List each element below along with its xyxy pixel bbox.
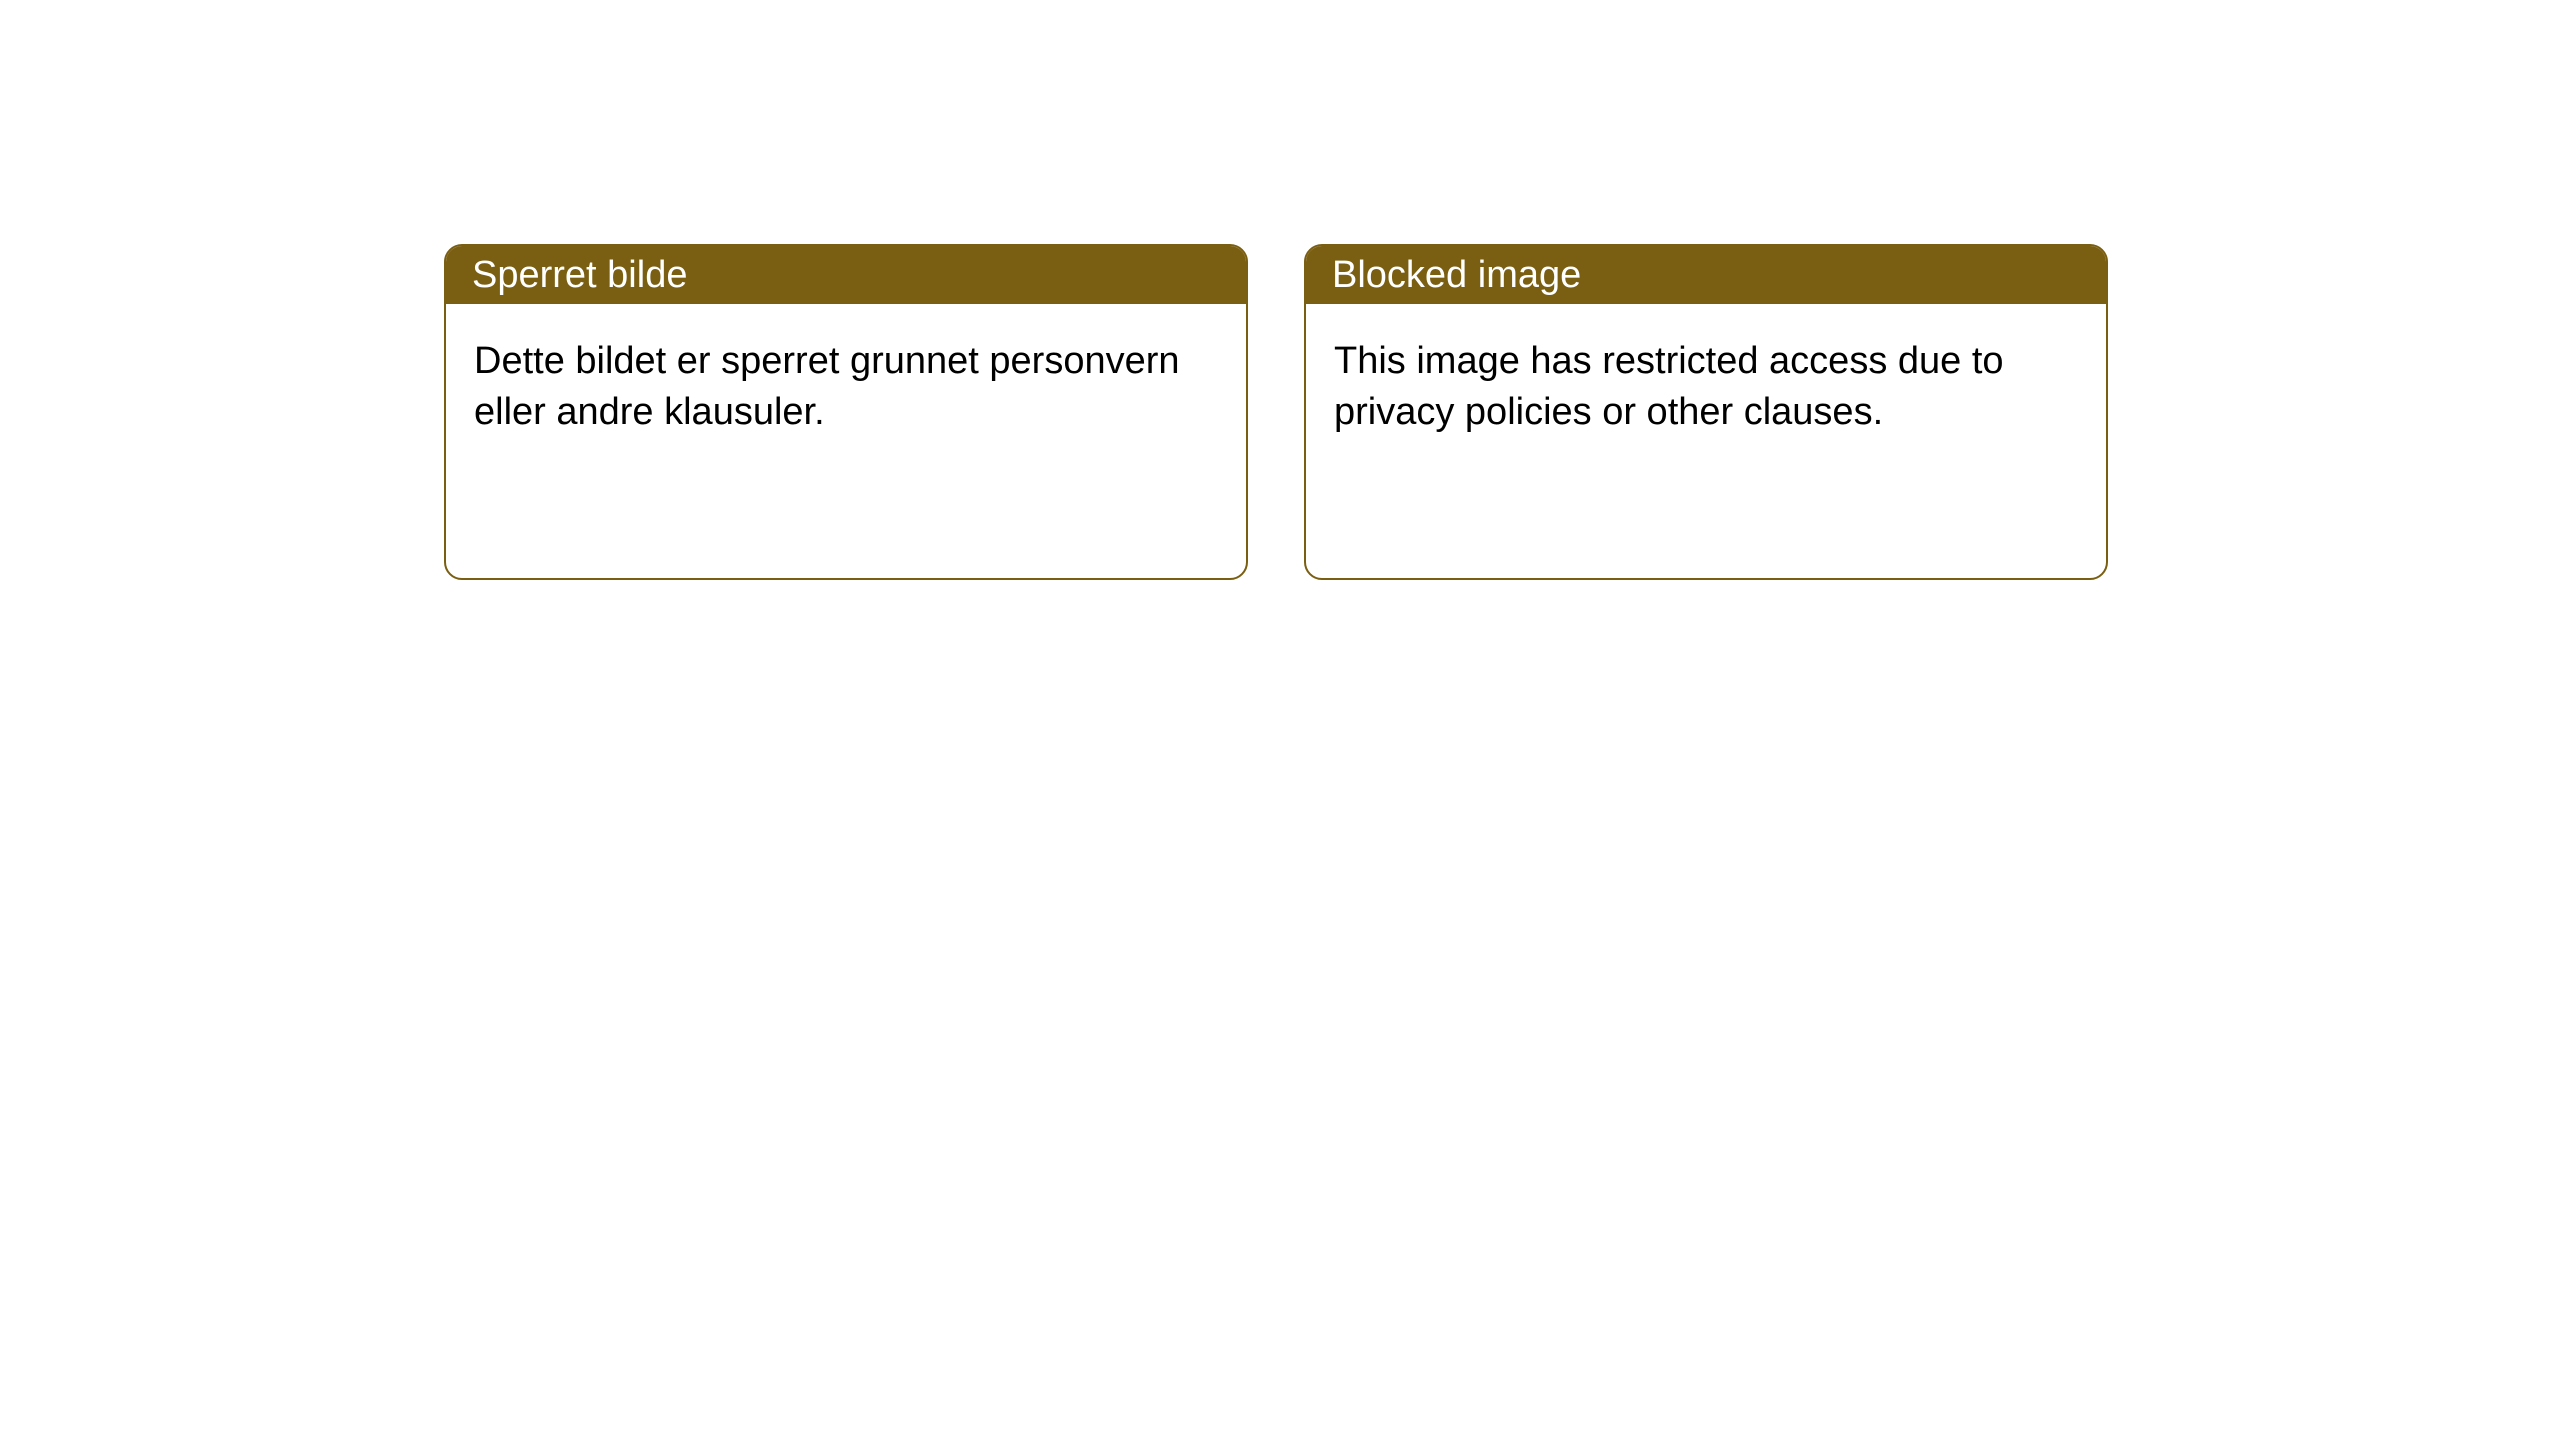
notice-text-en: This image has restricted access due to … <box>1334 340 2004 433</box>
notice-container: Sperret bilde Dette bildet er sperret gr… <box>0 0 2560 580</box>
notice-text-no: Dette bildet er sperret grunnet personve… <box>474 340 1180 433</box>
notice-body-no: Dette bildet er sperret grunnet personve… <box>446 304 1246 471</box>
notice-card-en: Blocked image This image has restricted … <box>1304 244 2108 580</box>
notice-title-no: Sperret bilde <box>472 254 687 297</box>
notice-body-en: This image has restricted access due to … <box>1306 304 2106 471</box>
notice-title-en: Blocked image <box>1332 254 1581 297</box>
notice-card-no: Sperret bilde Dette bildet er sperret gr… <box>444 244 1248 580</box>
notice-header-no: Sperret bilde <box>446 246 1246 304</box>
notice-header-en: Blocked image <box>1306 246 2106 304</box>
